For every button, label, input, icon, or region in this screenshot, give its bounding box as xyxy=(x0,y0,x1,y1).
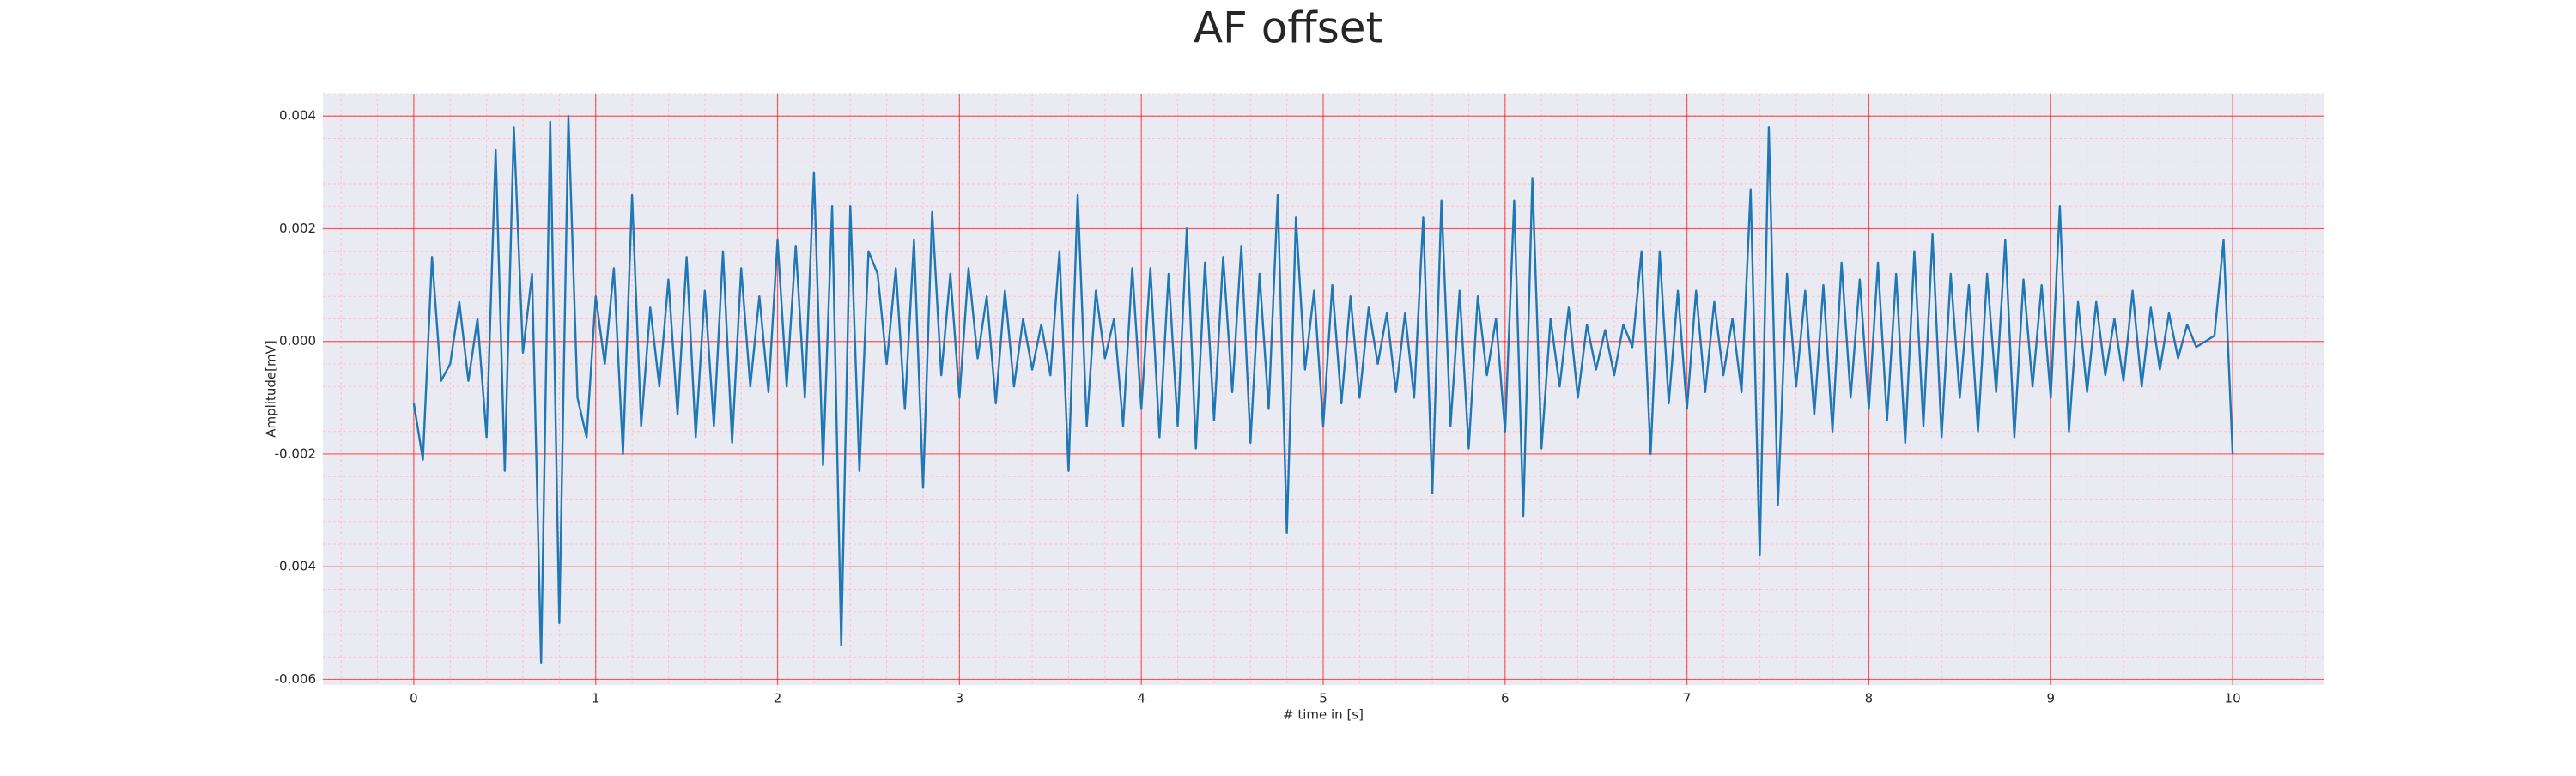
chart-title: AF offset xyxy=(1194,3,1382,53)
x-tick-label: 8 xyxy=(1865,691,1874,706)
x-tick-label: 4 xyxy=(1137,691,1145,706)
x-tick-label: 0 xyxy=(410,691,418,706)
x-tick-label: 2 xyxy=(774,691,782,706)
x-axis-label: # time in [s] xyxy=(1283,707,1364,723)
x-tick-label: 6 xyxy=(1501,691,1510,706)
y-tick-label: 0.002 xyxy=(279,221,316,236)
x-tick-label: 9 xyxy=(2046,691,2055,706)
y-tick-label: -0.004 xyxy=(275,559,316,574)
x-tick-label: 5 xyxy=(1319,691,1327,706)
x-tick-label: 7 xyxy=(1683,691,1692,706)
x-tick-label: 10 xyxy=(2225,691,2241,706)
y-tick-label: 0.000 xyxy=(279,333,316,349)
x-tick-label: 1 xyxy=(592,691,600,706)
y-tick-label: 0.004 xyxy=(279,108,316,124)
x-tick-label: 3 xyxy=(956,691,964,706)
y-tick-label: -0.006 xyxy=(275,671,316,687)
y-tick-label: -0.002 xyxy=(275,446,316,461)
y-axis-label: Amplitude[mV] xyxy=(264,340,279,437)
signal-line xyxy=(412,115,2234,664)
